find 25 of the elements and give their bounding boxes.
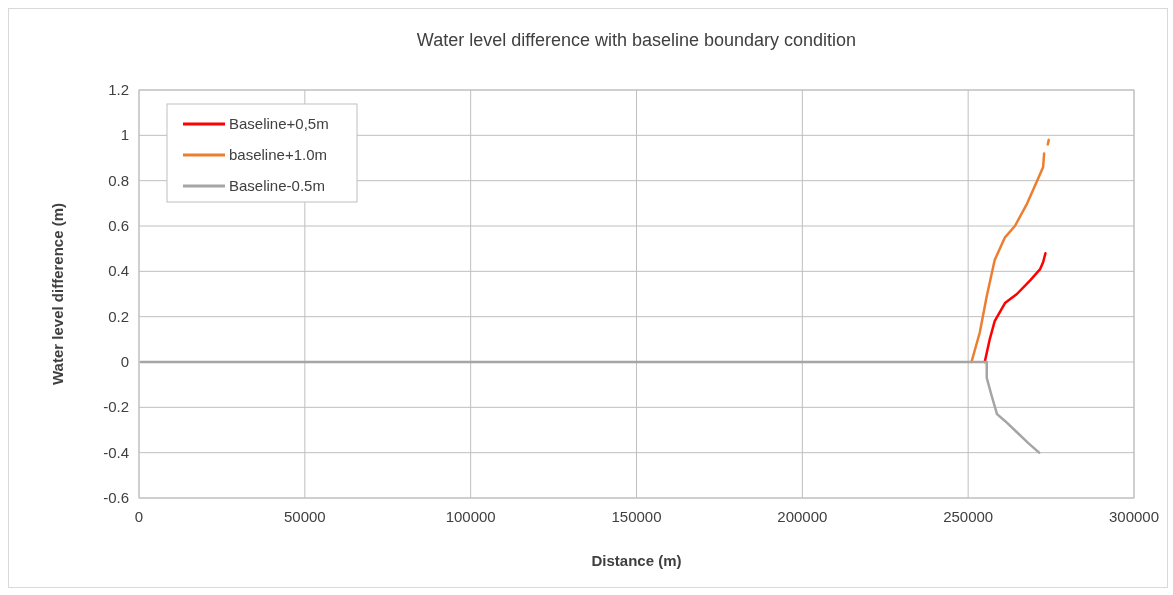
line-series [139, 360, 1041, 454]
y-tick-label: 1.2 [108, 81, 129, 98]
legend-label: baseline+1.0m [229, 146, 327, 163]
y-axis-title: Water level difference (m) [49, 203, 66, 385]
x-tick-label: 0 [134, 508, 144, 525]
x-tick-label: 200000 [777, 508, 828, 525]
x-axis-title: Distance (m) [591, 552, 682, 569]
y-tick-label: 0 [120, 353, 129, 370]
x-tick-label: 150000 [611, 508, 662, 525]
y-tick-label: 0.8 [108, 171, 129, 189]
y-tick-label: -0.4 [103, 443, 129, 461]
y-tick-label: 1 [120, 126, 129, 144]
x-tick-label: 50000 [283, 508, 326, 525]
y-tick-label: 0.2 [108, 307, 129, 325]
x-tick-label: 100000 [445, 508, 496, 525]
y-tick-label: 0.4 [108, 262, 129, 280]
y-tick-label: -0.2 [103, 398, 129, 416]
line-series [983, 251, 1047, 364]
legend-label: Baseline-0.5m [229, 177, 325, 194]
chart-title: Water level difference with baseline boundary condition [416, 30, 857, 50]
y-tick-label: 0.6 [108, 217, 129, 234]
legend-label: Baseline+0,5m [229, 115, 329, 132]
y-tick-label: -0.6 [103, 489, 129, 506]
x-tick-label: 300000 [1108, 508, 1160, 525]
x-tick-label: 250000 [943, 508, 994, 525]
